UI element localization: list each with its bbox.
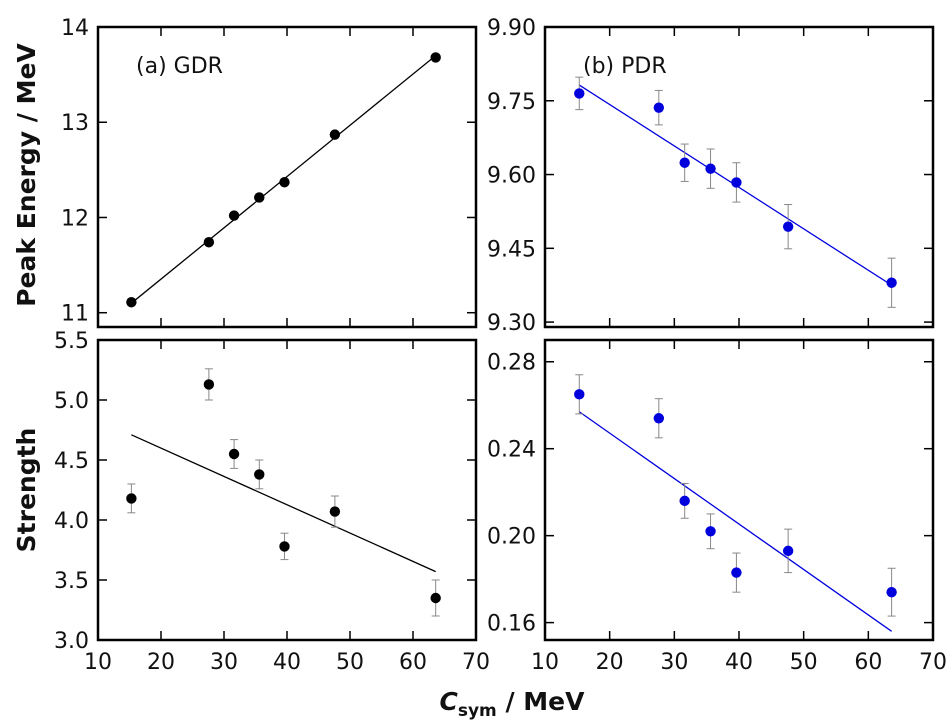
x-axis-title-unit: / MeV [497, 687, 585, 716]
data-point-c-3 [254, 469, 265, 480]
data-point-d-2 [679, 495, 690, 507]
plot-frame-b [543, 25, 935, 329]
x-axis-title-symbol: C [439, 687, 458, 716]
x-tick-label-d-3: 40 [725, 650, 753, 675]
x-tick-label-d-1: 20 [596, 650, 624, 675]
panel-a: 11 12 13 14 (a) GDR [61, 16, 478, 329]
y-tick-label-c-3: 4.5 [54, 449, 89, 474]
y-tick-label-c-2: 4.0 [54, 509, 89, 534]
data-point-a-3 [254, 192, 265, 203]
data-point-c-5 [329, 506, 341, 517]
data-point-c-6 [430, 592, 441, 604]
y-tick-label-a-3: 14 [61, 16, 89, 41]
data-point-c-1 [203, 379, 215, 390]
data-point-d-6 [886, 586, 897, 598]
data-point-d-4 [731, 567, 742, 578]
data-point-d-3 [705, 526, 716, 537]
panel-b: 9.30 9.45 9.60 9.75 9.90 (b) PDR [487, 16, 935, 336]
x-tick-label-c-3: 40 [273, 650, 301, 675]
plot-frame-d [543, 338, 935, 642]
x-tick-label-c-1: 20 [147, 650, 175, 675]
plot-frame-a [96, 25, 478, 329]
data-point-a-0 [126, 297, 137, 308]
x-tick-label-d-6: 70 [919, 650, 947, 675]
x-axis-title: Csym / MeV [439, 687, 585, 721]
panel-label-b: (b) PDR [583, 54, 667, 79]
y-tick-label-a-1: 12 [61, 206, 89, 231]
data-point-d-5 [782, 545, 794, 557]
fit-line-d [578, 411, 892, 632]
x-tick-label-c-6: 70 [462, 650, 490, 675]
data-point-b-5 [782, 221, 794, 232]
x-tick-label-c-0: 10 [84, 650, 112, 675]
y-tick-label-c-0: 3.0 [54, 629, 89, 654]
x-axis-title-subscript: sym [458, 701, 497, 721]
plot-frame-c [96, 338, 478, 642]
data-point-a-5 [329, 129, 341, 140]
x-tick-label-c-2: 30 [210, 650, 238, 675]
data-point-b-0 [574, 88, 585, 99]
data-point-b-4 [731, 177, 742, 188]
data-point-b-3 [705, 163, 716, 174]
y-tick-label-d-2: 0.24 [487, 438, 536, 463]
y-tick-label-b-4: 9.90 [487, 16, 536, 41]
x-tick-label-c-5: 60 [399, 650, 427, 675]
y-tick-label-b-1: 9.45 [487, 237, 536, 262]
y-tick-label-d-3: 0.28 [487, 351, 536, 376]
x-tick-label-d-4: 50 [790, 650, 818, 675]
data-point-c-0 [126, 493, 137, 504]
data-point-b-1 [653, 102, 665, 113]
data-point-c-2 [228, 448, 240, 460]
panel-label-a: (a) GDR [136, 54, 223, 79]
data-point-c-4 [279, 541, 290, 552]
y-tick-label-b-0: 9.30 [487, 311, 536, 336]
y-tick-label-d-1: 0.20 [487, 525, 536, 550]
y-axis-title-peak-energy: Peak Energy / MeV [12, 43, 41, 307]
x-tick-label-d-0: 10 [531, 650, 559, 675]
panel-c: 10 20 30 40 50 60 70 3.0 3.5 4.0 4.5 5.0 5.5 [54, 329, 490, 675]
y-tick-label-c-5: 5.5 [54, 329, 89, 354]
y-tick-label-c-1: 3.5 [54, 569, 89, 594]
panel-d: 10 20 30 40 50 60 70 0.16 0.20 0.24 0.28 [487, 338, 947, 675]
y-tick-label-c-4: 5.0 [54, 389, 89, 414]
data-point-d-1 [653, 413, 665, 424]
data-point-a-4 [279, 177, 290, 188]
y-tick-label-a-2: 13 [61, 111, 89, 136]
y-tick-label-b-3: 9.75 [487, 90, 536, 115]
data-point-d-0 [574, 389, 585, 400]
data-point-b-2 [679, 157, 690, 168]
y-tick-label-b-2: 9.60 [487, 164, 536, 189]
data-point-b-6 [886, 277, 897, 288]
y-tick-label-a-0: 11 [61, 302, 89, 327]
x-tick-label-c-4: 50 [336, 650, 364, 675]
data-point-a-1 [203, 237, 215, 248]
fit-line-c [131, 434, 436, 573]
x-tick-label-d-5: 60 [854, 650, 882, 675]
data-point-a-2 [228, 210, 240, 221]
x-tick-label-d-2: 30 [660, 650, 688, 675]
y-tick-label-d-0: 0.16 [487, 612, 536, 637]
y-axis-title-strength: Strength [12, 428, 41, 553]
data-point-a-6 [430, 52, 441, 63]
